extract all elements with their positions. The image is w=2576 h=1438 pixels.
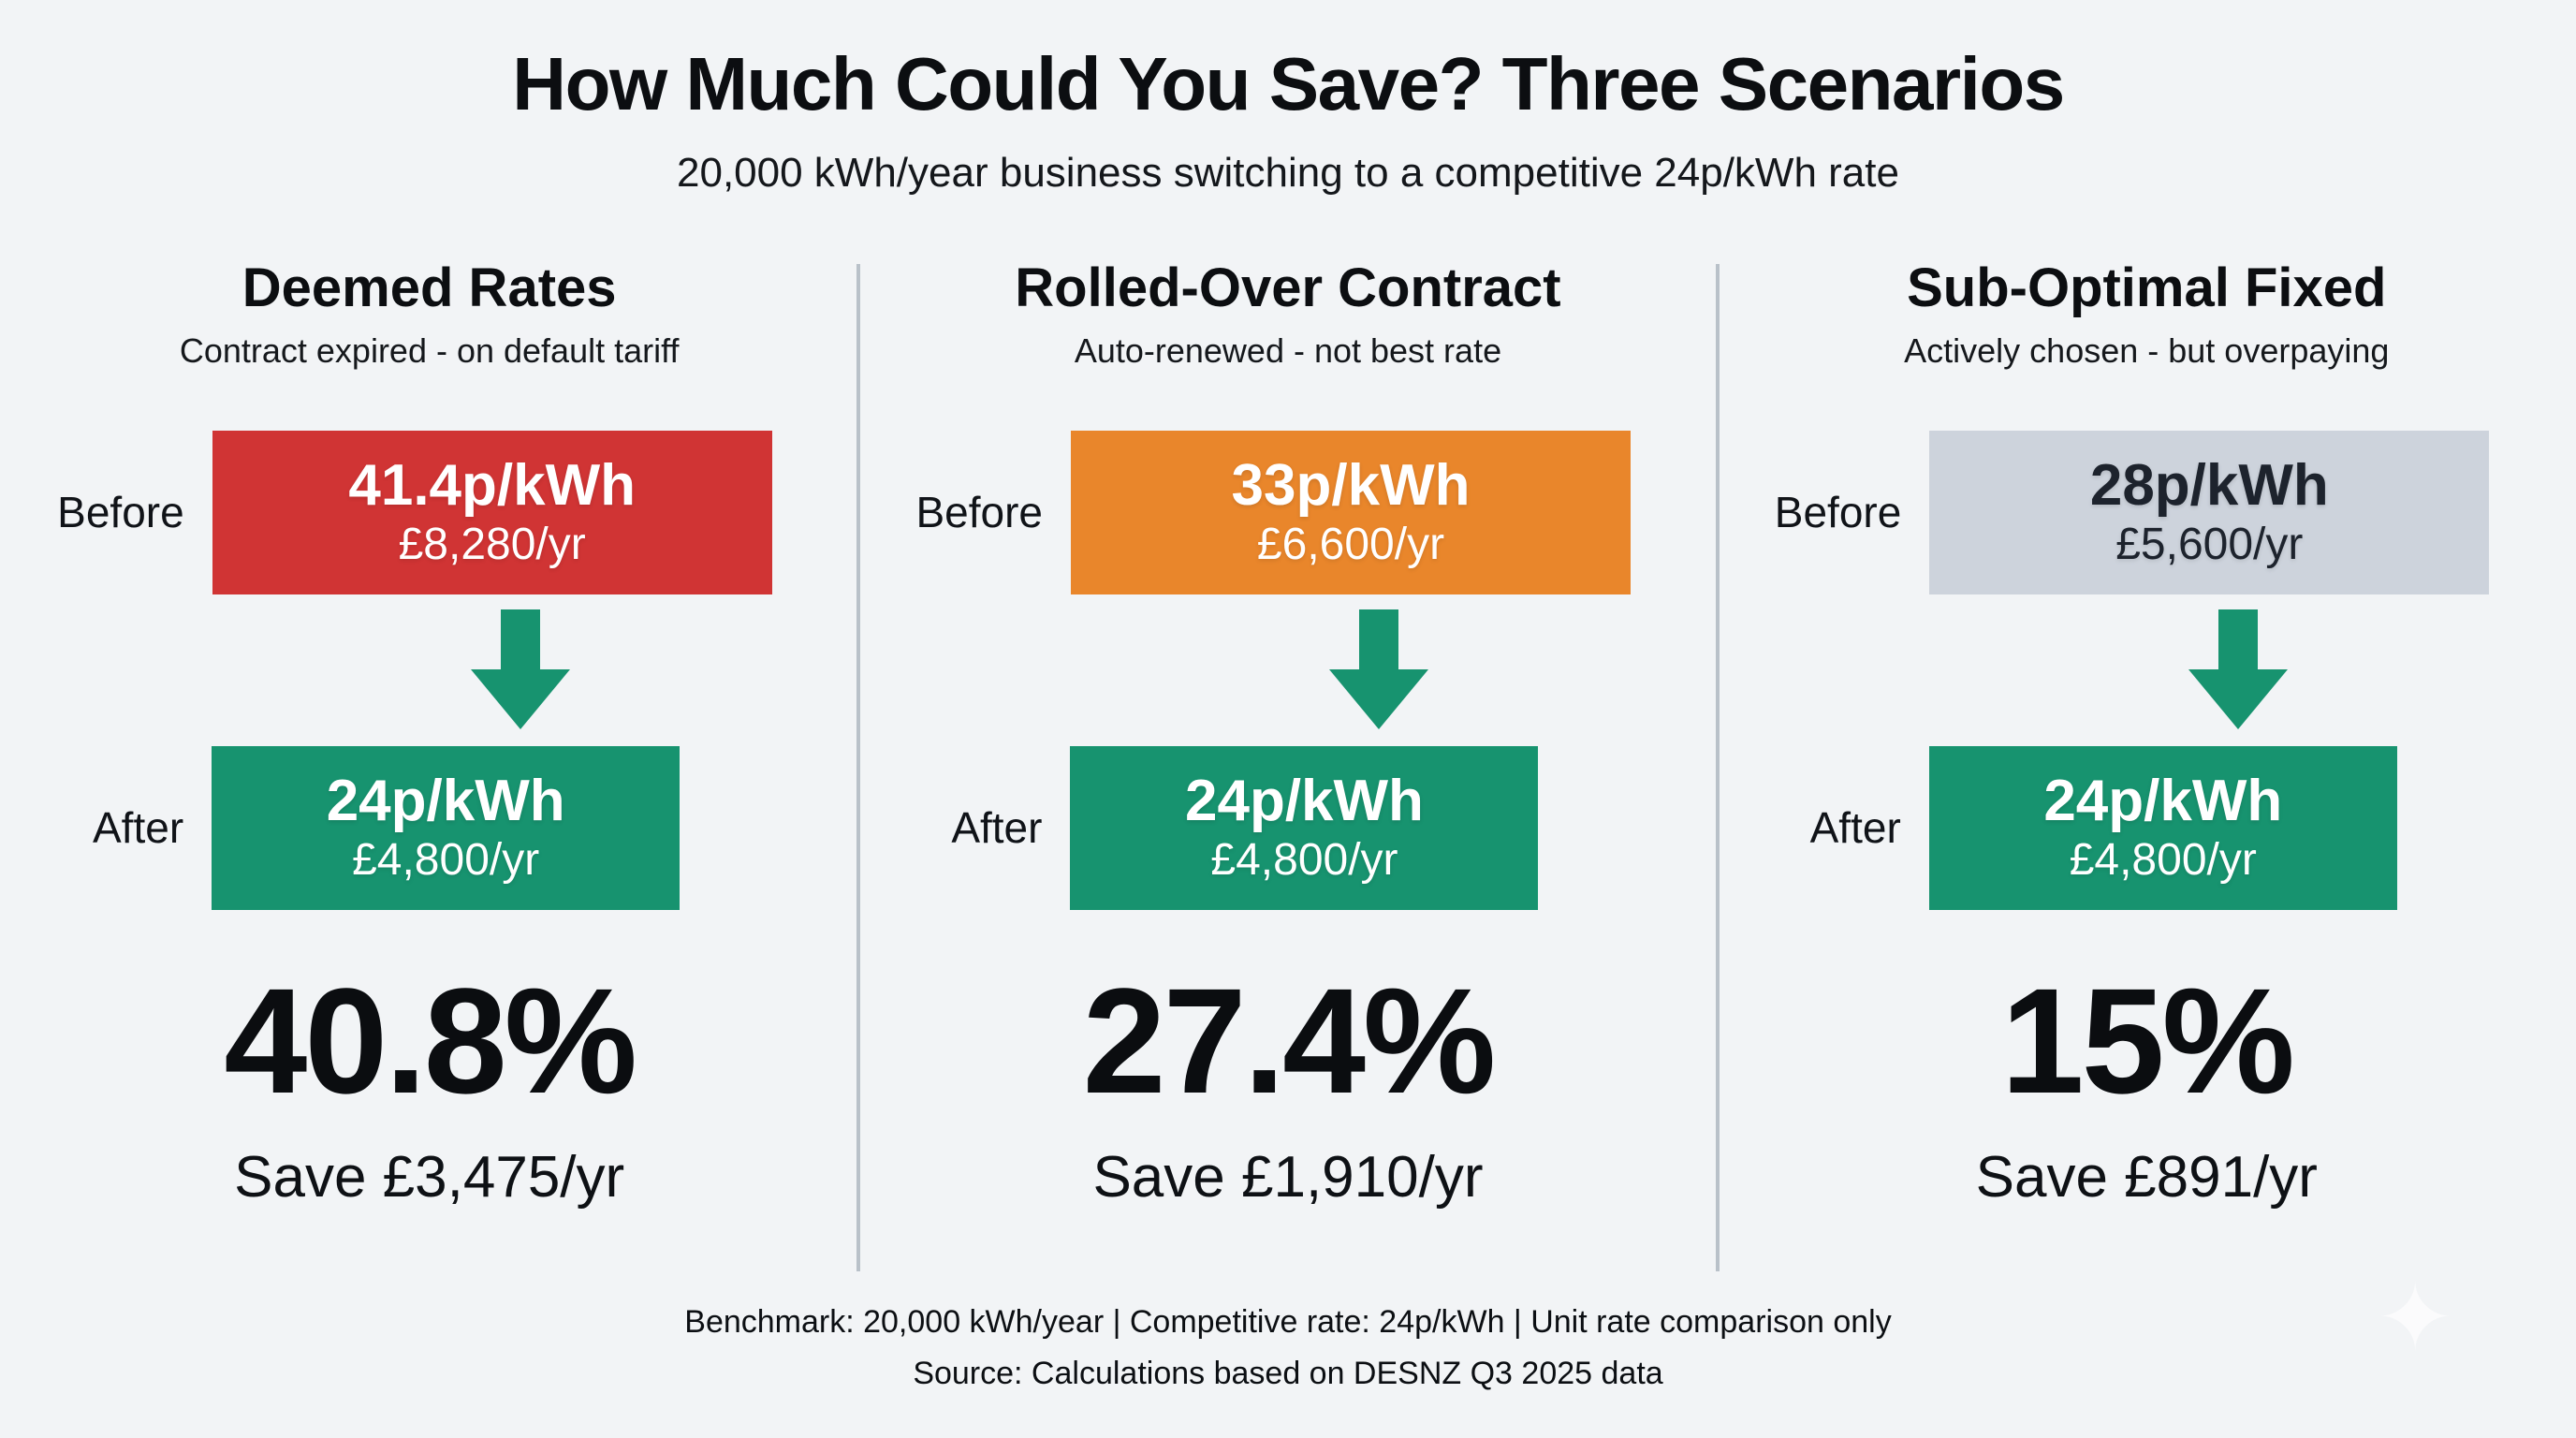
scenario-rolled-over-contract: Rolled-Over Contract Auto-renewed - not …: [858, 258, 1717, 1211]
scenarios-row: Deemed Rates Contract expired - on defau…: [0, 258, 2576, 1271]
before-rate-value: 33p/kWh: [1231, 453, 1471, 519]
scenario-title: Sub-Optimal Fixed: [1907, 257, 2387, 318]
column-divider: [1715, 264, 1720, 1271]
after-label: After: [93, 803, 184, 853]
arrow-row: [1098, 594, 1660, 746]
after-rate-value: 24p/kWh: [326, 769, 565, 834]
column-divider: [856, 264, 861, 1271]
before-label: Before: [1774, 488, 1902, 537]
footer-source-line: Source: Calculations based on DESNZ Q3 2…: [913, 1355, 1663, 1391]
savings-amount: Save £1,910/yr: [1092, 1144, 1484, 1210]
before-box: 33p/kWh £6,600/yr: [1071, 430, 1631, 594]
after-label: After: [1809, 803, 1901, 853]
after-row: After 24p/kWh £4,800/yr: [1775, 745, 2519, 910]
after-annual-value: £4,800/yr: [1210, 835, 1398, 886]
before-box: 28p/kWh £5,600/yr: [1929, 430, 2490, 594]
after-box: 24p/kWh £4,800/yr: [1070, 745, 1539, 910]
after-rate-value: 24p/kWh: [1185, 769, 1424, 834]
scenario-title: Rolled-Over Contract: [1015, 257, 1561, 318]
scenario-title: Deemed Rates: [242, 257, 617, 318]
before-rate-value: 41.4p/kWh: [348, 453, 636, 519]
savings-percent: 27.4%: [1082, 956, 1497, 1124]
after-box: 24p/kWh £4,800/yr: [1928, 745, 2397, 910]
before-row: Before 33p/kWh £6,600/yr: [915, 430, 1660, 594]
after-annual-value: £4,800/yr: [352, 835, 540, 886]
after-annual-value: £4,800/yr: [2069, 835, 2257, 886]
before-label: Before: [915, 488, 1043, 537]
after-label: After: [951, 803, 1043, 853]
scenario-deemed-rates: Deemed Rates Contract expired - on defau…: [0, 258, 858, 1211]
before-row: Before 28p/kWh £5,600/yr: [1774, 430, 2519, 594]
savings-percent: 15%: [2000, 956, 2295, 1124]
scenario-description: Contract expired - on default tariff: [179, 330, 680, 370]
after-box: 24p/kWh £4,800/yr: [212, 745, 681, 910]
before-after-group: Before 41.4p/kWh £8,280/yr After: [57, 430, 801, 910]
before-row: Before 41.4p/kWh £8,280/yr: [57, 430, 801, 594]
down-arrow-icon: [469, 609, 572, 731]
savings-percent: 40.8%: [224, 956, 637, 1124]
footer: Benchmark: 20,000 kWh/year | Competitive…: [0, 1297, 2576, 1438]
before-after-group: Before 33p/kWh £6,600/yr After: [915, 430, 1660, 910]
page-title: How Much Could You Save? Three Scenarios: [512, 42, 2065, 125]
before-box: 41.4p/kWh £8,280/yr: [212, 430, 772, 594]
before-rate-value: 28p/kWh: [2089, 453, 2329, 519]
before-annual-value: £5,600/yr: [2115, 520, 2304, 570]
after-row: After 24p/kWh £4,800/yr: [915, 745, 1660, 910]
before-label: Before: [57, 488, 184, 537]
scenario-description: Auto-renewed - not best rate: [1074, 330, 1502, 370]
scenario-sub-optimal-fixed: Sub-Optimal Fixed Actively chosen - but …: [1718, 258, 2576, 1211]
before-after-group: Before 28p/kWh £5,600/yr After: [1774, 430, 2519, 910]
before-annual-value: £8,280/yr: [398, 520, 586, 570]
down-arrow-icon: [1327, 609, 1430, 731]
down-arrow-icon: [2187, 609, 2290, 731]
page-subtitle: 20,000 kWh/year business switching to a …: [677, 150, 1899, 196]
before-annual-value: £6,600/yr: [1256, 520, 1445, 570]
savings-amount: Save £3,475/yr: [234, 1144, 625, 1210]
arrow-row: [240, 594, 801, 746]
arrow-row: [1957, 594, 2519, 746]
after-rate-value: 24p/kWh: [2043, 769, 2283, 834]
after-row: After 24p/kWh £4,800/yr: [57, 745, 801, 910]
scenario-description: Actively chosen - but overpaying: [1904, 330, 2390, 370]
savings-amount: Save £891/yr: [1975, 1144, 2318, 1210]
footer-benchmark-line: Benchmark: 20,000 kWh/year | Competitive…: [684, 1304, 1892, 1341]
